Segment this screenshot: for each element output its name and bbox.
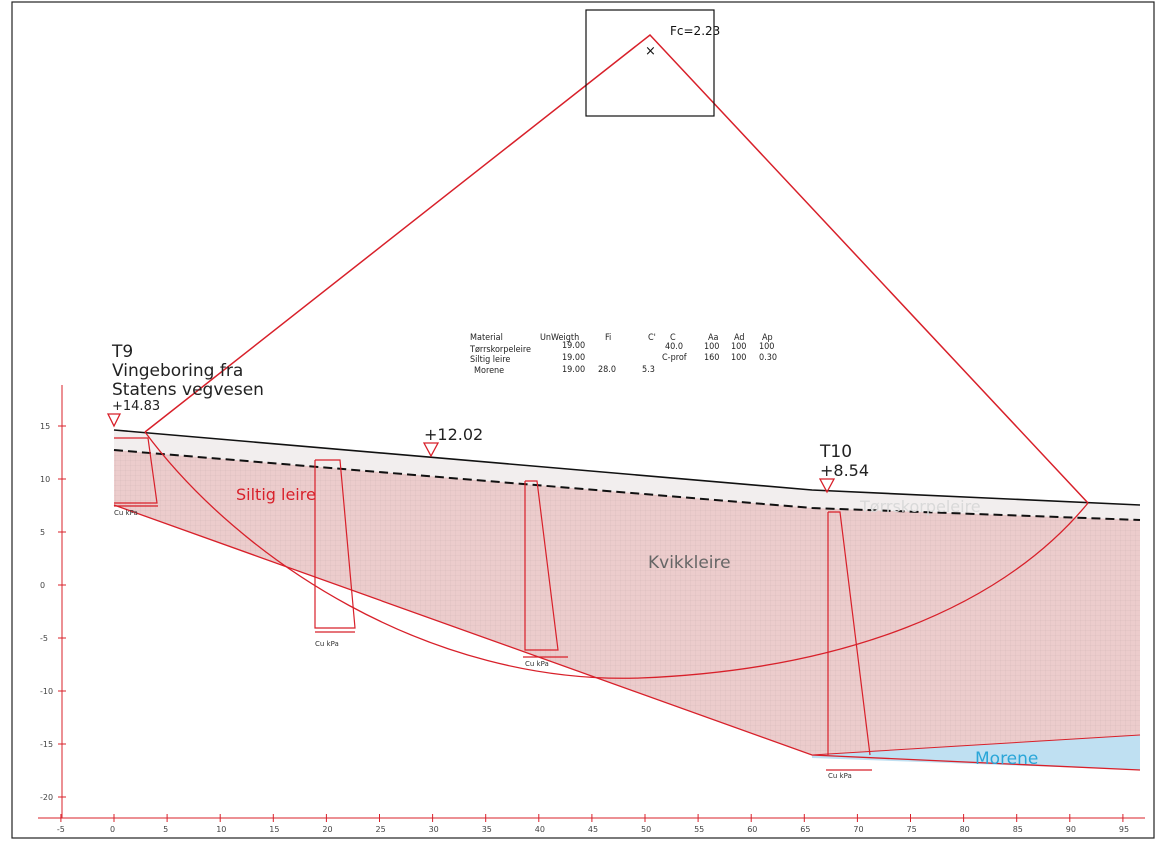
- borehole-t10-id: T10: [819, 442, 852, 462]
- table-row-2-cprime: 5.3: [642, 365, 655, 375]
- x-tick-label: 25: [376, 825, 386, 834]
- x-tick-label: 80: [960, 825, 970, 834]
- x-tick-label: 60: [747, 825, 757, 834]
- y-tick-label: 10: [40, 475, 50, 484]
- cu-scale-40: Cu kPa: [525, 660, 549, 668]
- y-tick-label: -20: [40, 793, 53, 802]
- table-header-aa: Aa: [708, 333, 719, 343]
- table-row-1-aa: 160: [704, 353, 719, 363]
- factor-of-safety-label: Fc=2.23: [670, 24, 720, 38]
- table-header-fi: Fi: [605, 333, 611, 343]
- layer-label-crust-clay: Tørrskorpeleire: [859, 497, 981, 516]
- x-tick-label: 70: [853, 825, 863, 834]
- x-tick-label: 95: [1119, 825, 1129, 834]
- borehole-marker-mid: [422, 442, 440, 458]
- table-header-ad: Ad: [734, 333, 745, 343]
- x-tick-label: 50: [641, 825, 651, 834]
- cu-scale-mid: Cu kPa: [315, 640, 339, 648]
- table-row-1-ap: 0.30: [759, 353, 777, 363]
- y-tick-label: -10: [40, 687, 53, 696]
- table-row-1-unweight: 19.00: [562, 353, 585, 363]
- layer-label-moraine: Morene: [975, 749, 1038, 769]
- table-header-material: Material: [470, 333, 503, 343]
- cu-profile-scales: Cu kPa Cu kPa Cu kPa Cu kPa: [114, 509, 852, 780]
- slip-centre-grid-box: [585, 9, 715, 117]
- borehole-t9-id: T9: [111, 342, 133, 362]
- y-tick-label: 0: [40, 581, 45, 590]
- table-row-1-material: Siltig leire: [470, 355, 510, 365]
- cu-profile-mid: [314, 459, 356, 633]
- borehole-t10-elev: +8.54: [820, 461, 869, 480]
- material-table: Material UnWeigth Fi C' C Aa Ad Ap Tørrs…: [469, 333, 777, 376]
- cu-profile-t9: [114, 437, 158, 507]
- borehole-t9-elev: +14.83: [112, 399, 160, 414]
- table-row-2-fi: 28.0: [598, 365, 616, 375]
- x-tick-label: 40: [535, 825, 545, 834]
- cu-profile-t10: [826, 511, 872, 771]
- cu-scale-t10: Cu kPa: [828, 772, 852, 780]
- cu-profile-40: [523, 480, 568, 658]
- x-tick-label: 90: [1066, 825, 1076, 834]
- crust-boundary-dashed: [113, 449, 1141, 521]
- table-row-0-aa: 100: [704, 342, 719, 352]
- y-tick-label: -15: [40, 740, 53, 749]
- x-tick-label: 15: [269, 825, 279, 834]
- table-row-0-material: Tørrskorpeleire: [469, 345, 531, 355]
- layer-label-silty-clay: Siltig leire: [236, 485, 316, 504]
- table-header-unweight: UnWeigth: [540, 333, 579, 343]
- table-row-0-c: 40.0: [665, 342, 683, 352]
- x-tick-label: 20: [322, 825, 332, 834]
- borehole-marker-t9: [106, 413, 122, 428]
- table-row-1-ad: 100: [731, 353, 746, 363]
- x-tick-label: 5: [163, 825, 168, 834]
- x-tick-label: 0: [110, 825, 115, 834]
- slip-radius-lines: [144, 33, 1089, 504]
- table-row-0-ap: 100: [759, 342, 774, 352]
- y-axis-ticks: 15 10 5 0 -5 -10 -15 -20: [40, 422, 66, 802]
- table-row-2-material: Morene: [474, 366, 504, 376]
- borehole-t9-desc1: Vingeboring fra: [112, 361, 243, 381]
- x-tick-label: 55: [694, 825, 704, 834]
- x-tick-label: 65: [800, 825, 810, 834]
- slip-centre-marker: ×: [645, 44, 656, 59]
- table-header-c: C: [670, 333, 676, 343]
- x-tick-label: 35: [482, 825, 492, 834]
- table-row-1-c: C-prof: [662, 353, 687, 363]
- x-tick-label: 85: [1013, 825, 1023, 834]
- x-tick-label: 30: [429, 825, 439, 834]
- moraine-top-line: [811, 734, 1141, 756]
- borehole-marker-t10: [818, 478, 836, 494]
- x-tick-label: 10: [216, 825, 226, 834]
- table-row-0-unweight: 19.00: [562, 341, 585, 351]
- table-row-0-ad: 100: [731, 342, 746, 352]
- x-axis-ticks: -5 0 5 10 15 20 25 30 35 40 45 50 55 60 65 70 75 80 85 90 95: [57, 814, 1129, 834]
- y-tick-label: 15: [40, 422, 50, 431]
- sheet-border: [11, 1, 1155, 839]
- x-tick-label: -5: [57, 825, 65, 834]
- borehole-t9-desc2: Statens vegvesen: [112, 380, 264, 400]
- table-header-cprime: C': [648, 333, 656, 343]
- y-tick-label: -5: [40, 634, 48, 643]
- layer-label-quick-clay: Kvikkleire: [648, 553, 731, 573]
- ground-surface-line: [113, 429, 1141, 506]
- moraine-layer-fill: [812, 735, 1140, 770]
- table-row-2-unweight: 19.00: [562, 365, 585, 375]
- x-tick-label: 75: [907, 825, 917, 834]
- slip-surface-arc: [144, 431, 1089, 679]
- table-header-ap: Ap: [762, 333, 773, 343]
- y-tick-label: 5: [40, 528, 45, 537]
- x-tick-label: 45: [588, 825, 598, 834]
- cu-scale-t9: Cu kPa: [114, 509, 138, 517]
- borehole-mid-elev: +12.02: [424, 425, 483, 444]
